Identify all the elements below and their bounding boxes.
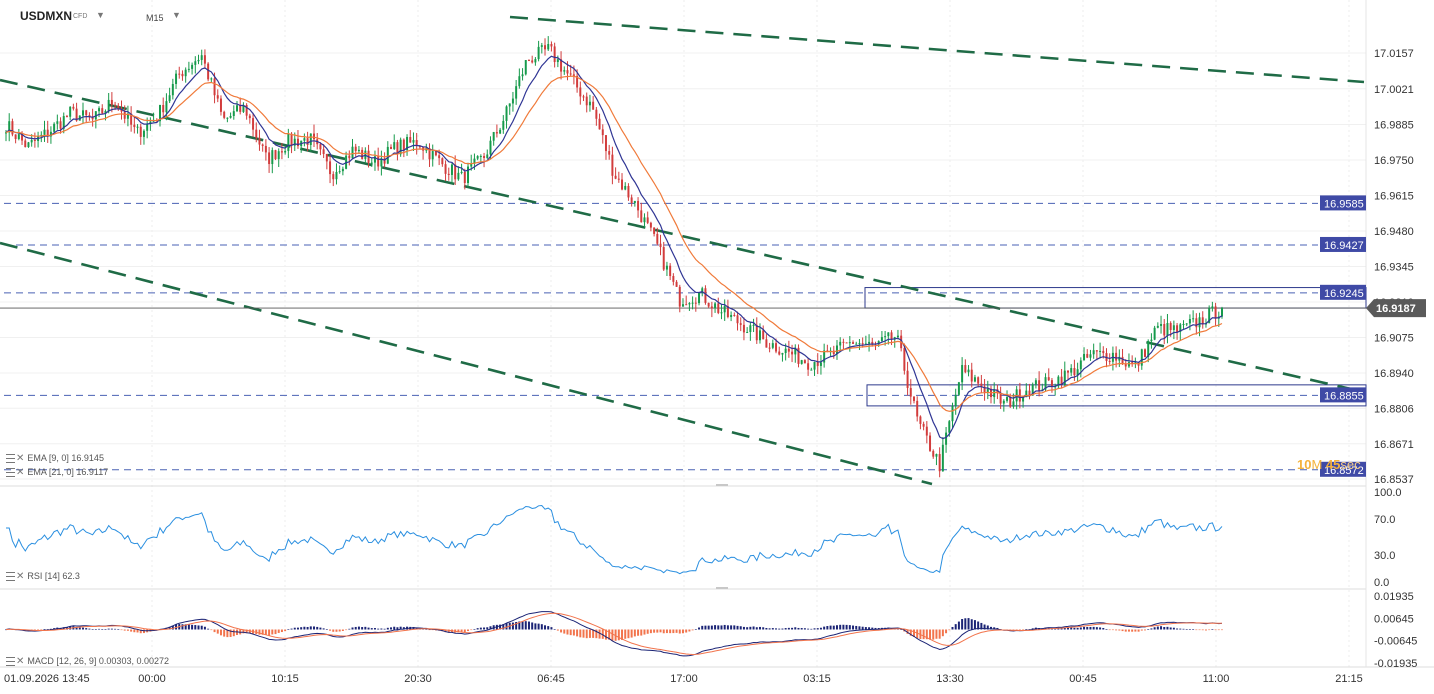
trendline-lower[interactable] bbox=[0, 241, 933, 486]
macd-pane bbox=[5, 611, 1223, 657]
time-gridlines bbox=[151, 0, 1350, 668]
price-tick-label: 16.9075 bbox=[1374, 333, 1414, 345]
symbol-type: CFD bbox=[73, 13, 88, 20]
rsi-tick-label: 100.0 bbox=[1374, 487, 1402, 499]
symbol-name[interactable]: USDMXN bbox=[20, 9, 73, 23]
pane-resize-handle[interactable] bbox=[716, 587, 728, 589]
price-tick-label: 17.0021 bbox=[1374, 84, 1414, 96]
price-tick-label: 16.9885 bbox=[1374, 120, 1414, 132]
price-level-tag-text: 16.8855 bbox=[1324, 390, 1364, 402]
settings-icon[interactable] bbox=[6, 572, 15, 582]
countdown-value: 10 bbox=[1297, 457, 1312, 472]
candlesticks bbox=[5, 36, 1223, 478]
legend-macd: ✕ MACD [12, 26, 9] 0.00303, 0.00272 bbox=[6, 656, 169, 667]
time-tick-label: 00:45 bbox=[1069, 673, 1097, 685]
price-level-tag-text: 16.9427 bbox=[1324, 240, 1364, 252]
time-tick-label: 13:30 bbox=[936, 673, 964, 685]
rsi-tick-label: 30.0 bbox=[1374, 550, 1395, 562]
rsi-tick-label: 0.0 bbox=[1374, 577, 1389, 589]
settings-icon[interactable] bbox=[6, 657, 15, 667]
legend-ema21: ✕ EMA [21, 0] 16.9117 bbox=[6, 467, 108, 478]
ema-slow-line[interactable] bbox=[5, 75, 1223, 412]
time-tick-label: 01.09.2026 13:45 bbox=[4, 673, 90, 685]
price-level-tag[interactable] bbox=[1320, 195, 1366, 211]
candle-countdown: 10M 45sec bbox=[1297, 457, 1361, 472]
macd-tick-label: -0.01935 bbox=[1374, 658, 1417, 670]
time-tick-label: 10:15 bbox=[271, 673, 299, 685]
ema-fast-line[interactable] bbox=[5, 55, 1223, 440]
price-tick-label: 16.9345 bbox=[1374, 262, 1414, 274]
price-tick-label: 17.0157 bbox=[1374, 48, 1414, 60]
price-tick-label: 16.9750 bbox=[1374, 155, 1414, 167]
price-tick-label: 16.9480 bbox=[1374, 226, 1414, 238]
rsi-tick-label: 70.0 bbox=[1374, 514, 1395, 526]
time-tick-label: 20:30 bbox=[404, 673, 432, 685]
time-axis: 01.09.2026 13:45 00:00 10:15 20:30 06:45 17:0… bbox=[4, 673, 1363, 685]
settings-icon[interactable] bbox=[6, 454, 15, 464]
current-price-tag-text: 16.9187 bbox=[1376, 303, 1416, 315]
price-tick-label: 16.8806 bbox=[1374, 403, 1414, 415]
countdown-seconds: 45 bbox=[1325, 457, 1341, 472]
price-level-tag[interactable] bbox=[1320, 461, 1366, 477]
macd-tick-label: 0.01935 bbox=[1374, 591, 1414, 603]
timeframe-label[interactable]: M15 bbox=[146, 13, 164, 23]
trendlines[interactable] bbox=[0, 15, 1365, 486]
instrument-header: USDMXN CFD ▼ M15 ▼ bbox=[0, 0, 400, 28]
macd-tick-label: -0.00645 bbox=[1374, 636, 1417, 648]
legend-ema9: ✕ EMA [9, 0] 16.9145 bbox=[6, 453, 104, 464]
countdown-unit: M bbox=[1311, 457, 1323, 472]
current-price-tag bbox=[1366, 299, 1426, 318]
pane-resize-handle[interactable] bbox=[716, 484, 728, 486]
settings-icon[interactable] bbox=[6, 468, 15, 478]
trendline-upper[interactable] bbox=[509, 15, 1365, 84]
price-tick-label: 16.8671 bbox=[1374, 439, 1414, 451]
countdown-seconds-unit: sec bbox=[1340, 457, 1361, 472]
price-level-tag-text: 16.9585 bbox=[1324, 198, 1364, 210]
legend-macd-text: MACD [12, 26, 9] 0.00303, 0.00272 bbox=[27, 656, 169, 666]
close-icon[interactable]: ✕ bbox=[16, 453, 25, 464]
price-level-tag-text: 16.9245 bbox=[1324, 288, 1364, 300]
rsi-pane bbox=[6, 504, 1223, 575]
timeframe-dropdown-icon[interactable]: ▼ bbox=[172, 10, 181, 20]
legend-ema9-text: EMA [9, 0] 16.9145 bbox=[27, 453, 104, 463]
price-level-tag-text: 16.8572 bbox=[1324, 465, 1364, 477]
time-tick-label: 00:00 bbox=[138, 673, 166, 685]
price-tick-label: 16.9615 bbox=[1374, 191, 1414, 203]
time-tick-label: 03:15 bbox=[803, 673, 831, 685]
time-tick-label: 06:45 bbox=[537, 673, 565, 685]
symbol-dropdown-icon[interactable]: ▼ bbox=[96, 10, 105, 20]
price-level-tag[interactable] bbox=[1320, 284, 1366, 300]
time-tick-label: 21:15 bbox=[1335, 673, 1363, 685]
price-level-tag[interactable] bbox=[1320, 236, 1366, 252]
legend-ema21-text: EMA [21, 0] 16.9117 bbox=[27, 467, 109, 477]
close-icon[interactable]: ✕ bbox=[16, 656, 25, 667]
close-icon[interactable]: ✕ bbox=[16, 571, 25, 582]
macd-signal-line[interactable] bbox=[5, 612, 1223, 656]
price-level-tag[interactable] bbox=[1320, 387, 1366, 403]
close-icon[interactable]: ✕ bbox=[16, 467, 25, 478]
price-tick-label: 16.8537 bbox=[1374, 474, 1414, 486]
time-tick-label: 11:00 bbox=[1203, 673, 1230, 685]
trendline-middle[interactable] bbox=[0, 78, 1365, 394]
time-tick-label: 17:00 bbox=[670, 673, 698, 685]
price-tick-label: 16.8940 bbox=[1374, 368, 1414, 380]
price-tags: 16.9585 16.9427 16.9245 16.8855 16.8572 16.91… bbox=[1320, 195, 1426, 477]
legend-rsi: ✕ RSI [14] 62.3 bbox=[6, 571, 80, 582]
legend-rsi-text: RSI [14] 62.3 bbox=[27, 571, 80, 581]
macd-tick-label: 0.00645 bbox=[1374, 613, 1414, 625]
moving-averages bbox=[5, 55, 1223, 440]
rsi-line[interactable] bbox=[6, 504, 1223, 575]
